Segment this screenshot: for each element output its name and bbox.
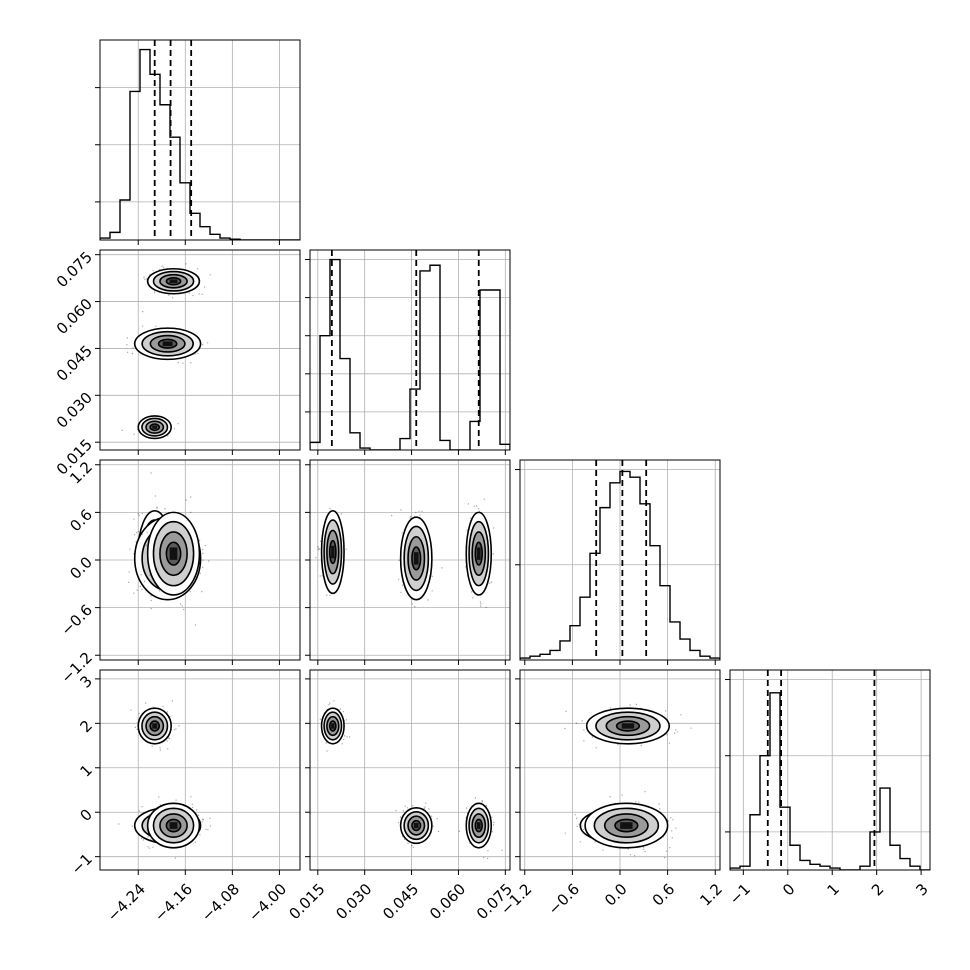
x-tick-label: 0.6	[649, 880, 679, 910]
density-core	[331, 723, 335, 729]
density-core	[169, 547, 178, 560]
y-tick-label: 0.060	[53, 295, 96, 338]
x-tick-label: 0.0	[601, 880, 631, 910]
density-core	[152, 425, 158, 429]
density-layer	[564, 703, 692, 859]
scatter-panel-3-1	[95, 459, 301, 665]
density-core	[413, 822, 419, 829]
density-core	[413, 552, 419, 565]
density-layer	[315, 498, 495, 609]
density-layer	[319, 700, 503, 860]
x-tick-label: −4.08	[198, 880, 243, 925]
x-tick-label: 0.015	[285, 880, 328, 923]
scatter-panel-4-3	[515, 669, 721, 875]
panel-border	[309, 249, 511, 451]
density-core	[476, 822, 481, 829]
x-tick-label: 1.2	[696, 880, 726, 910]
density-core	[476, 547, 481, 560]
scatter-panel-3-2	[305, 459, 511, 665]
density-core	[169, 822, 178, 829]
y-tick-label: 0	[77, 806, 96, 825]
histogram-panel-2	[305, 249, 511, 455]
density-core	[620, 822, 633, 829]
y-tick-label: 3	[77, 672, 96, 691]
y-tick-label: 0.045	[53, 342, 96, 385]
density-layer	[128, 472, 210, 626]
x-tick-label: −1	[726, 880, 754, 908]
density-core	[162, 341, 173, 347]
panel-border	[99, 249, 301, 451]
y-tick-label: 1	[77, 761, 96, 780]
x-tick-label: 0.060	[426, 880, 469, 923]
scatter-panel-2-1	[95, 249, 301, 455]
scatter-panel-4-1	[95, 669, 301, 875]
x-tick-label: 0.045	[379, 880, 422, 923]
x-tick-label: −4.24	[104, 880, 149, 925]
panels-layer	[95, 39, 931, 875]
density-core	[169, 279, 178, 284]
histogram-clip	[100, 40, 300, 240]
y-tick-label: 0.0	[66, 553, 96, 583]
panel-border	[99, 669, 301, 871]
scatter-points	[130, 700, 180, 751]
x-tick-label: 1	[823, 880, 842, 899]
scatter-points	[574, 791, 677, 859]
histogram-panel-1	[95, 39, 301, 245]
scatter-panel-4-2	[305, 669, 511, 875]
panel-border	[729, 669, 931, 871]
histogram-clip	[520, 460, 720, 660]
x-tick-label: 0	[779, 880, 798, 899]
x-tick-label: −4.00	[245, 880, 290, 925]
y-tick-label: −0.6	[58, 601, 96, 639]
x-tick-label: 3	[912, 880, 931, 899]
histogram-clip	[310, 250, 510, 450]
histogram-step	[730, 692, 930, 870]
y-tick-label: 0.075	[53, 248, 96, 291]
density-core	[621, 723, 635, 729]
panel-border	[309, 669, 511, 871]
x-tick-label: 2	[868, 880, 887, 899]
histogram-panel-3	[515, 459, 721, 665]
x-tick-label: −4.16	[151, 880, 196, 925]
density-core	[331, 545, 335, 559]
x-tick-label: −0.6	[545, 880, 583, 918]
y-tick-label: −1	[68, 850, 96, 878]
histogram-step	[100, 48, 300, 240]
y-tick-label: 0.6	[66, 506, 96, 536]
histogram-panel-4	[725, 669, 931, 875]
histogram-step	[520, 470, 720, 660]
x-tick-label: 0.030	[332, 880, 375, 923]
density-layer	[118, 700, 211, 859]
density-layer	[121, 263, 211, 440]
y-tick-label: 0.030	[53, 389, 96, 432]
histogram-clip	[730, 670, 930, 870]
panel-border	[99, 39, 301, 241]
histogram-step	[310, 258, 510, 450]
y-tick-label: 2	[77, 717, 96, 736]
density-core	[152, 723, 158, 729]
